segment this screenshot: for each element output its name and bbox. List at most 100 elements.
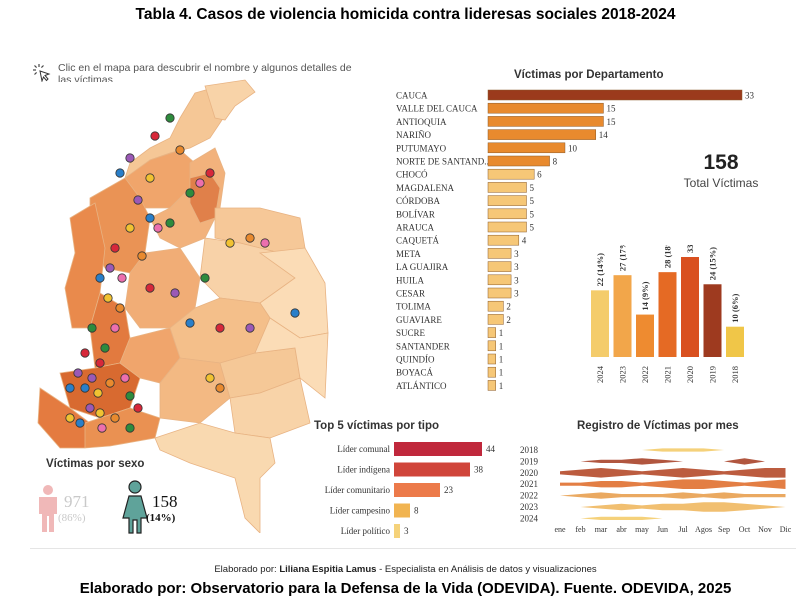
map-marker[interactable] <box>97 423 107 433</box>
map-marker[interactable] <box>103 293 113 303</box>
month-ridge[interactable] <box>560 458 786 465</box>
month-ridge[interactable] <box>560 468 786 478</box>
map-marker[interactable] <box>110 413 120 423</box>
map-marker[interactable] <box>93 388 103 398</box>
map-region-amazonas[interactable] <box>154 422 276 533</box>
map-marker[interactable] <box>75 418 85 428</box>
map-marker[interactable] <box>153 223 163 233</box>
map-marker[interactable] <box>65 413 75 423</box>
map-marker[interactable] <box>125 391 135 401</box>
month-ridge[interactable] <box>560 448 786 452</box>
map-marker[interactable] <box>165 218 175 228</box>
map-marker[interactable] <box>290 308 300 318</box>
dept-bar[interactable] <box>487 129 597 140</box>
year-bar[interactable] <box>703 284 722 357</box>
map-marker[interactable] <box>110 243 120 253</box>
dept-bar[interactable] <box>487 327 496 338</box>
dept-bar[interactable] <box>487 380 496 391</box>
map-marker[interactable] <box>110 323 120 333</box>
map-marker[interactable] <box>245 233 255 243</box>
dept-bar[interactable] <box>487 102 604 114</box>
type-bar[interactable] <box>394 442 482 456</box>
map-marker[interactable] <box>117 273 127 283</box>
dept-bar[interactable] <box>487 300 504 312</box>
map-marker[interactable] <box>185 188 195 198</box>
month-ridge[interactable] <box>560 492 786 499</box>
map-marker[interactable] <box>195 178 205 188</box>
map-marker[interactable] <box>133 403 143 413</box>
colombia-map[interactable] <box>30 78 330 533</box>
map-marker[interactable] <box>225 238 235 248</box>
map-marker[interactable] <box>73 368 83 378</box>
dept-bar[interactable] <box>487 366 496 378</box>
map-marker[interactable] <box>205 373 215 383</box>
map-marker[interactable] <box>95 273 105 283</box>
year-bar[interactable] <box>726 326 744 357</box>
map-marker[interactable] <box>165 113 175 123</box>
map-marker[interactable] <box>100 343 110 353</box>
map-marker[interactable] <box>137 251 147 261</box>
map-marker[interactable] <box>105 378 115 388</box>
map-marker[interactable] <box>200 273 210 283</box>
map-marker[interactable] <box>175 145 185 155</box>
map-marker[interactable] <box>87 323 97 333</box>
dept-bar[interactable] <box>487 314 504 325</box>
map-marker[interactable] <box>85 403 95 413</box>
dept-bar[interactable] <box>487 353 496 365</box>
map-marker[interactable] <box>65 383 75 393</box>
map-marker[interactable] <box>125 223 135 233</box>
map-marker[interactable] <box>80 348 90 358</box>
dept-bar[interactable] <box>487 142 566 154</box>
map-marker[interactable] <box>115 168 125 178</box>
map-markers[interactable] <box>65 113 300 433</box>
dept-bar[interactable] <box>487 168 535 180</box>
month-ridge[interactable] <box>560 502 786 512</box>
map-marker[interactable] <box>115 303 125 313</box>
type-bar[interactable] <box>394 462 470 477</box>
map-marker[interactable] <box>185 318 195 328</box>
map-marker[interactable] <box>120 373 130 383</box>
dept-bar[interactable] <box>487 248 512 259</box>
map-marker[interactable] <box>170 288 180 298</box>
dept-bar[interactable] <box>487 155 550 167</box>
month-ridge[interactable] <box>560 516 786 520</box>
map-marker[interactable] <box>215 383 225 393</box>
dept-bar[interactable] <box>487 89 743 101</box>
year-bar[interactable] <box>658 272 677 357</box>
dept-bar[interactable] <box>487 234 520 246</box>
map-marker[interactable] <box>215 323 225 333</box>
map-marker[interactable] <box>95 408 105 418</box>
dept-bar[interactable] <box>487 116 604 127</box>
dept-bar[interactable] <box>487 287 512 299</box>
map-marker[interactable] <box>205 168 215 178</box>
map-marker[interactable] <box>95 358 105 368</box>
map-marker[interactable] <box>150 131 160 141</box>
map-marker[interactable] <box>105 263 115 273</box>
dept-bar[interactable] <box>487 208 527 220</box>
map-marker[interactable] <box>145 283 155 293</box>
type-bar[interactable] <box>394 524 400 538</box>
type-bar[interactable] <box>394 483 440 497</box>
dept-bar[interactable] <box>487 195 527 206</box>
map-marker[interactable] <box>145 173 155 183</box>
dept-bar[interactable] <box>487 340 496 352</box>
dept-bar[interactable] <box>487 261 512 272</box>
map-marker[interactable] <box>125 153 135 163</box>
map-region-guajira[interactable] <box>204 79 256 121</box>
year-bar[interactable] <box>613 275 632 357</box>
map-marker[interactable] <box>87 373 97 383</box>
dept-bar[interactable] <box>487 274 512 286</box>
year-bar-chart[interactable]: 22 (14%) 2024 27 (17%) 2023 14 (9%) 2022 28 (1… <box>585 245 770 390</box>
map-marker[interactable] <box>133 195 143 205</box>
month-ridge[interactable] <box>560 479 786 489</box>
year-bar[interactable] <box>636 314 654 357</box>
dept-bar[interactable] <box>487 182 527 193</box>
map-marker[interactable] <box>125 423 135 433</box>
dept-bar[interactable] <box>487 221 527 233</box>
map-marker[interactable] <box>260 238 270 248</box>
year-bar[interactable] <box>681 257 699 357</box>
type-bar[interactable] <box>394 503 410 518</box>
map-marker[interactable] <box>245 323 255 333</box>
